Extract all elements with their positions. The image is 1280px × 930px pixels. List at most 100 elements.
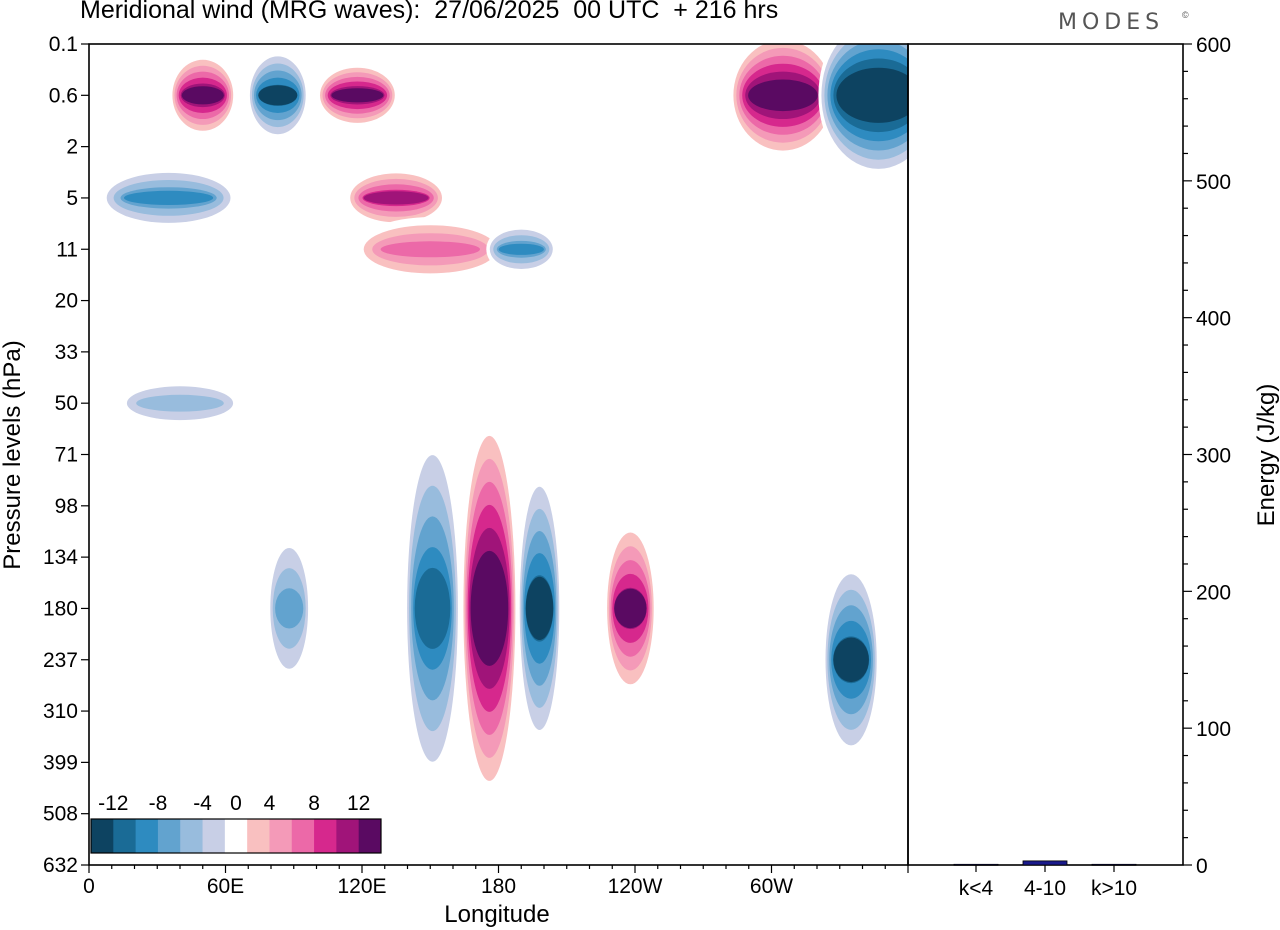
wind-field	[99, 44, 908, 804]
wind-anomaly	[346, 168, 447, 228]
longitude-axis: 0 60E 120E 180 120W 60W	[83, 865, 909, 898]
y-tick-label: 71	[55, 444, 78, 467]
energy-tick-label: 500	[1196, 171, 1231, 194]
colorbar-swatch	[180, 819, 204, 853]
x-tick-label: 120W	[608, 875, 663, 898]
contour-band	[258, 85, 298, 106]
x-tick-label: 120E	[337, 875, 386, 898]
contour-band	[124, 190, 214, 205]
colorbar-swatch	[113, 819, 137, 853]
y-tick-label: 310	[43, 700, 78, 723]
x-tick-label: 60W	[750, 875, 793, 898]
colorbar-swatch	[314, 819, 337, 853]
colorbar-swatch	[247, 819, 270, 853]
wind-anomaly	[486, 224, 557, 275]
x-tick-label: 0	[83, 875, 95, 898]
wind-anomaly	[605, 518, 656, 699]
energy-bars: k<4 4-10 k>10	[953, 860, 1137, 900]
colorbar: -12 -8 -4 0 4 8 12	[90, 792, 382, 854]
colorbar-label: 12	[347, 792, 370, 815]
y-tick-label: 50	[55, 392, 78, 415]
y-tick-label: 0.6	[49, 84, 78, 107]
wind-anomaly	[247, 49, 308, 142]
wind-anomaly	[730, 44, 836, 159]
energy-axis: 0 100 200 300 400 500 600	[1183, 34, 1231, 878]
contour-band	[614, 588, 647, 629]
y-tick-label: 508	[43, 803, 78, 826]
contour-band	[414, 567, 451, 649]
y-axis-label: Pressure levels (hPa)	[0, 340, 26, 569]
colorbar-swatch	[336, 819, 360, 853]
contour-band	[363, 191, 429, 205]
energy-tick-label: 100	[1196, 718, 1231, 741]
y-tick-label: 237	[43, 649, 78, 672]
wind-anomaly	[317, 63, 398, 128]
brand-copyright-mark: ©	[1182, 10, 1189, 20]
x-axis-label: Longitude	[444, 901, 549, 928]
energy-tick-label: 600	[1196, 34, 1231, 57]
colorbar-swatch	[91, 819, 114, 853]
y-tick-label: 11	[56, 238, 78, 261]
wind-anomaly	[355, 217, 506, 282]
colorbar-swatch	[157, 819, 181, 853]
colorbar-label: -12	[98, 792, 128, 815]
y-tick-label: 399	[43, 751, 78, 774]
y-tick-label: 632	[43, 854, 78, 877]
energy-tick-label: 400	[1196, 308, 1231, 331]
colorbar-swatch	[202, 819, 226, 853]
colorbar-label: -8	[149, 792, 168, 815]
pressure-axis: 0.1 0.6 2 5 11 20 33 50 71 98 134 180 237 310 399 508 63…	[43, 33, 89, 877]
colorbar-swatch	[358, 819, 382, 853]
contour-band	[380, 241, 480, 258]
energy-tick-label: 300	[1196, 445, 1231, 468]
wind-anomaly	[117, 377, 243, 429]
wind-anomaly	[518, 464, 561, 753]
colorbar-swatch	[135, 819, 159, 853]
wind-anomaly	[823, 558, 879, 761]
wind-anomaly	[170, 53, 236, 137]
energy-tick-label: 200	[1196, 581, 1231, 604]
y-tick-label: 0.1	[49, 33, 78, 56]
contour-band	[470, 550, 509, 666]
contour-band	[181, 86, 224, 105]
x-tick-label: 180	[481, 875, 516, 898]
wind-anomaly	[405, 424, 460, 793]
colorbar-label: -4	[193, 792, 212, 815]
contour-band	[331, 88, 384, 103]
brand-logo: MODES	[1058, 10, 1165, 35]
colorbar-label: 4	[264, 792, 276, 815]
wind-anomaly	[461, 412, 517, 804]
colorbar-swatch	[269, 819, 293, 853]
energy-category-label: k>10	[1091, 877, 1137, 900]
x-tick-label: 60E	[207, 875, 244, 898]
contour-band	[525, 576, 554, 641]
contour-band	[498, 243, 544, 255]
y-tick-label: 180	[43, 597, 78, 620]
colorbar-label: 8	[308, 792, 320, 815]
energy-axis-label: Energy (J/kg)	[1253, 384, 1280, 527]
contour-band	[136, 394, 224, 412]
y-tick-label: 5	[66, 187, 78, 210]
y-tick-label: 134	[43, 546, 78, 569]
energy-bar	[1022, 860, 1068, 866]
colorbar-label: 0	[230, 792, 242, 815]
contour-band	[748, 79, 818, 112]
colorbar-swatch	[224, 819, 248, 853]
y-tick-label: 98	[55, 495, 78, 518]
contour-band	[836, 67, 908, 123]
y-tick-label: 33	[55, 341, 78, 364]
wind-anomaly	[267, 527, 311, 689]
contour-band	[275, 588, 304, 629]
colorbar-frame	[90, 818, 382, 854]
wind-anomaly	[99, 165, 238, 231]
energy-panel-frame	[907, 43, 1184, 866]
colorbar-swatch	[291, 819, 315, 853]
wind-anomaly	[818, 44, 908, 179]
energy-tick-label: 0	[1196, 855, 1208, 878]
chart-title: Meridional wind (MRG waves): 27/06/2025 …	[80, 0, 779, 24]
y-tick-label: 2	[66, 136, 78, 159]
y-tick-label: 20	[55, 290, 78, 313]
contour-band	[833, 637, 869, 683]
energy-category-label: k<4	[959, 877, 994, 900]
